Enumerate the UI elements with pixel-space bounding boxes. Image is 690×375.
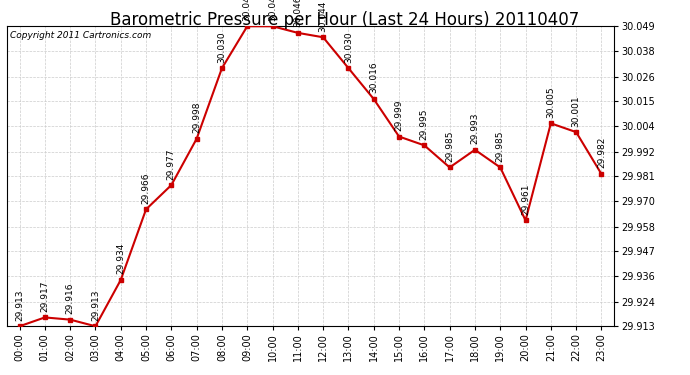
- Text: 30.044: 30.044: [319, 0, 328, 32]
- Text: 29.977: 29.977: [167, 148, 176, 180]
- Text: 29.999: 29.999: [395, 99, 404, 131]
- Text: 29.995: 29.995: [420, 108, 429, 140]
- Text: 29.998: 29.998: [192, 102, 201, 133]
- Text: 30.016: 30.016: [369, 62, 378, 93]
- Text: 30.049: 30.049: [268, 0, 277, 21]
- Text: Barometric Pressure per Hour (Last 24 Hours) 20110407: Barometric Pressure per Hour (Last 24 Ho…: [110, 11, 580, 29]
- Text: 29.985: 29.985: [495, 130, 505, 162]
- Text: 30.046: 30.046: [293, 0, 302, 27]
- Text: 29.961: 29.961: [521, 183, 530, 215]
- Text: 29.934: 29.934: [116, 243, 126, 274]
- Text: 30.001: 30.001: [571, 95, 581, 127]
- Text: 29.993: 29.993: [471, 113, 480, 144]
- Text: 29.982: 29.982: [597, 137, 606, 168]
- Text: 29.917: 29.917: [40, 280, 50, 312]
- Text: 30.030: 30.030: [217, 31, 226, 63]
- Text: 30.005: 30.005: [546, 86, 555, 118]
- Text: 30.049: 30.049: [243, 0, 252, 21]
- Text: 29.985: 29.985: [445, 130, 454, 162]
- Text: 29.916: 29.916: [66, 283, 75, 314]
- Text: 29.913: 29.913: [15, 289, 24, 321]
- Text: 29.966: 29.966: [141, 172, 150, 204]
- Text: 30.030: 30.030: [344, 31, 353, 63]
- Text: 29.913: 29.913: [91, 289, 100, 321]
- Text: Copyright 2011 Cartronics.com: Copyright 2011 Cartronics.com: [10, 31, 151, 40]
